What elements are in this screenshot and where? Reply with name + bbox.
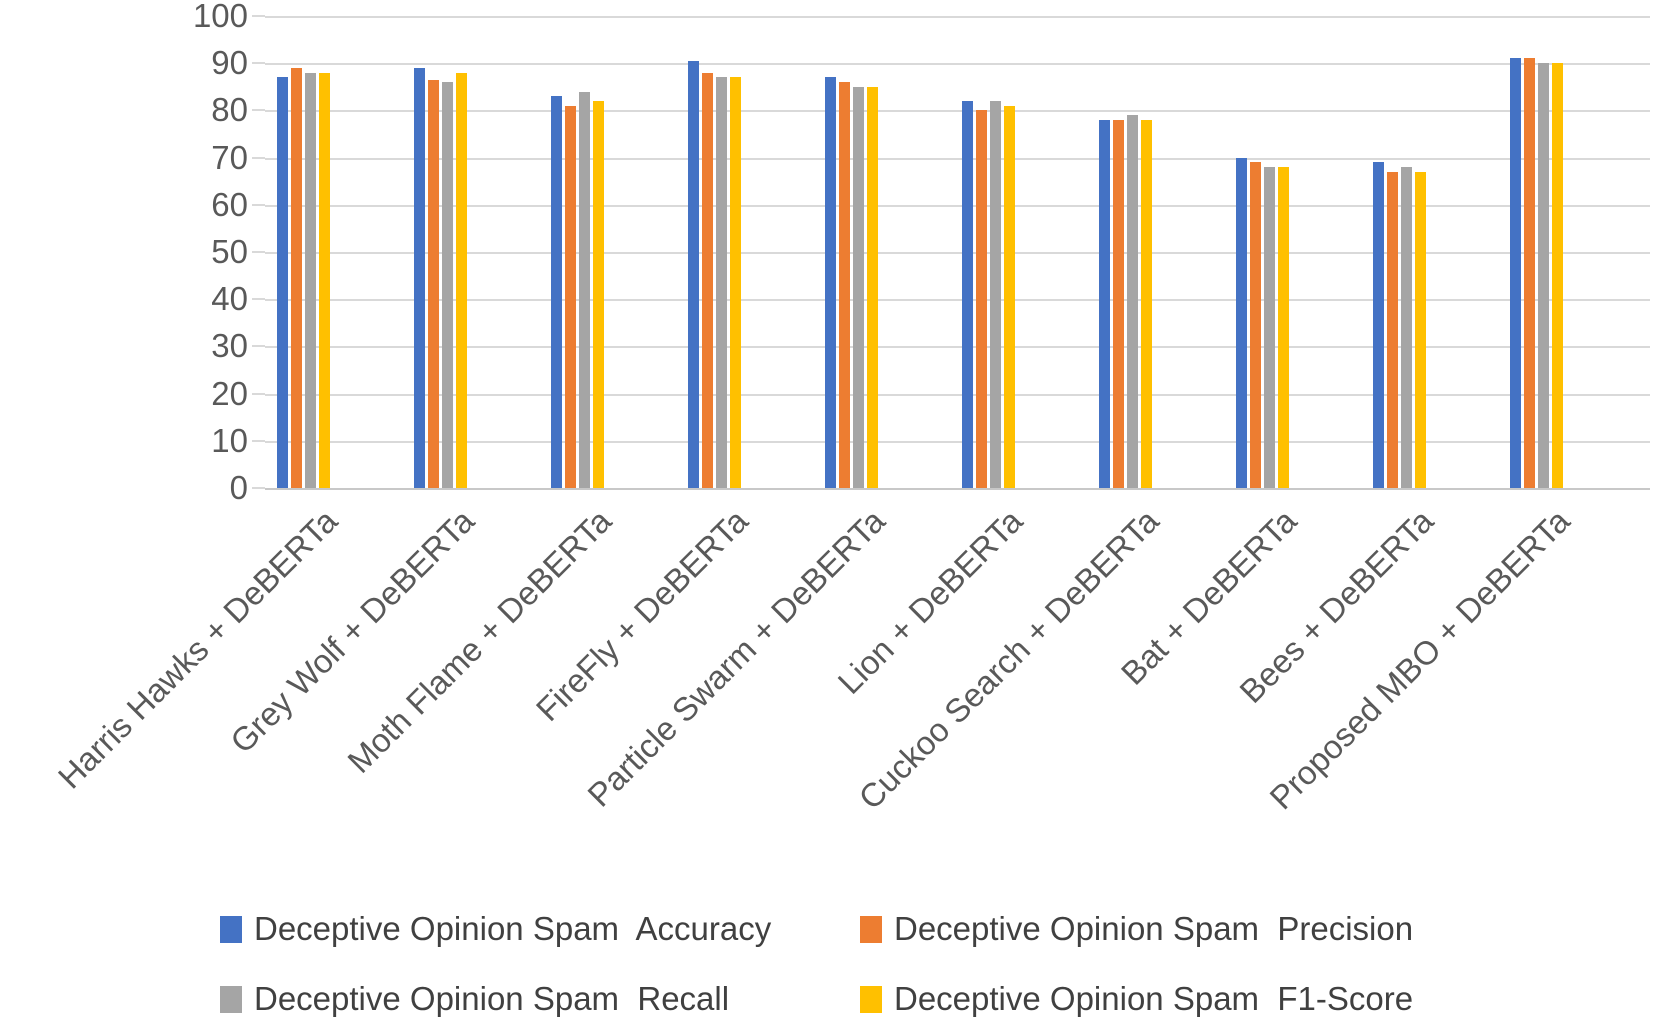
legend-swatch-precision	[860, 915, 882, 943]
y-tick-mark-0	[252, 487, 265, 489]
legend-swatch-recall	[220, 985, 242, 1013]
bar-recall-6	[989, 100, 1001, 488]
bar-recall-1	[304, 72, 316, 488]
gridline-50	[265, 252, 1650, 254]
bar-f1-score-9	[1414, 171, 1426, 488]
bar-accuracy-6	[961, 100, 973, 488]
bar-accuracy-5	[824, 77, 836, 488]
bar-recall-3	[578, 91, 590, 488]
legend-item-f1-score: Deceptive Opinion Spam F1-Score	[860, 980, 1413, 1018]
y-axis-tick-label-40: 40	[211, 280, 248, 318]
bar-recall-8	[1263, 167, 1275, 488]
bar-precision-6	[975, 110, 987, 488]
legend-label-f1-score: Deceptive Opinion Spam F1-Score	[894, 980, 1414, 1017]
y-tick-mark-50	[252, 251, 265, 253]
gridline-90	[265, 63, 1650, 66]
x-axis-category-label-2: Grey Wolf + DeBERTa	[223, 502, 482, 761]
bar-f1-score-7	[1140, 119, 1152, 488]
gridline-20	[265, 393, 1650, 396]
bar-precision-9	[1386, 171, 1398, 488]
x-axis-category-label-3: Moth Flame + DeBERTa	[340, 502, 619, 780]
bar-accuracy-10	[1509, 58, 1521, 488]
y-tick-mark-40	[252, 298, 265, 301]
legend-label-precision: Deceptive Opinion Spam Precision	[894, 910, 1414, 947]
y-axis-tick-label-50: 50	[211, 233, 248, 270]
bar-accuracy-2	[413, 67, 425, 488]
legend-item-precision: Deceptive Opinion Spam Precision	[860, 910, 1413, 948]
bar-precision-5	[838, 82, 850, 488]
y-tick-mark-20	[252, 392, 265, 395]
bar-recall-9	[1400, 167, 1412, 488]
bar-precision-2	[427, 79, 439, 488]
y-tick-mark-60	[252, 203, 265, 206]
bar-f1-score-6	[1003, 105, 1015, 488]
y-tick-mark-10	[252, 439, 265, 442]
y-tick-mark-90	[252, 62, 265, 65]
bar-precision-7	[1112, 119, 1124, 488]
bar-recall-10	[1537, 63, 1549, 488]
plot-area	[265, 16, 1650, 490]
bar-recall-5	[852, 86, 864, 488]
y-axis-tick-label-60: 60	[211, 185, 248, 223]
bar-accuracy-4	[687, 60, 699, 488]
bar-precision-3	[564, 105, 576, 488]
gridline-70	[265, 157, 1650, 160]
bar-f1-score-10	[1551, 63, 1563, 488]
bar-accuracy-7	[1098, 119, 1110, 488]
bar-precision-8	[1249, 162, 1261, 488]
y-axis-tick-label-80: 80	[211, 91, 248, 129]
legend-swatch-accuracy	[220, 915, 242, 943]
legend-label-accuracy: Deceptive Opinion Spam Accuracy	[254, 910, 772, 947]
gridline-60	[265, 204, 1650, 207]
y-tick-mark-30	[252, 345, 265, 348]
y-axis-tick-label-10: 10	[211, 421, 248, 459]
gridline-80	[265, 110, 1650, 113]
legend-item-accuracy: Deceptive Opinion Spam Accuracy	[220, 910, 771, 948]
gridline-40	[265, 299, 1650, 302]
bar-f1-score-2	[455, 72, 467, 488]
legend-item-recall: Deceptive Opinion Spam Recall	[220, 980, 729, 1018]
y-axis-tick-label-90: 90	[211, 44, 248, 82]
y-axis-tick-label-0: 0	[229, 469, 248, 506]
gridline-100	[265, 16, 1650, 18]
y-tick-mark-100	[252, 15, 265, 17]
bar-recall-4	[715, 77, 727, 488]
legend-label-recall: Deceptive Opinion Spam Recall	[254, 980, 730, 1017]
legend-swatch-f1-score	[860, 985, 882, 1013]
bar-recall-7	[1126, 115, 1138, 488]
bar-precision-1	[290, 67, 302, 488]
y-tick-mark-70	[252, 156, 265, 159]
bar-precision-4	[701, 72, 713, 488]
bar-precision-10	[1523, 58, 1535, 488]
y-tick-mark-80	[252, 109, 265, 112]
x-axis-category-label-1: Harris Hawks + DeBERTa	[50, 502, 345, 796]
bar-f1-score-3	[592, 100, 604, 488]
y-axis-tick-label-70: 70	[211, 138, 248, 176]
bar-f1-score-4	[729, 77, 741, 488]
bar-recall-2	[441, 82, 453, 488]
bar-accuracy-9	[1372, 162, 1384, 488]
bar-f1-score-8	[1277, 167, 1289, 488]
y-axis-tick-label-20: 20	[211, 374, 248, 412]
gridline-30	[265, 346, 1650, 349]
bar-f1-score-1	[318, 72, 330, 488]
bar-accuracy-1	[276, 77, 288, 488]
y-axis-tick-label-100: 100	[192, 0, 248, 34]
y-axis-tick-label-30: 30	[211, 327, 248, 365]
gridline-10	[265, 440, 1650, 443]
bar-accuracy-3	[550, 96, 562, 488]
bar-f1-score-5	[866, 86, 878, 488]
bar-accuracy-8	[1235, 157, 1247, 488]
